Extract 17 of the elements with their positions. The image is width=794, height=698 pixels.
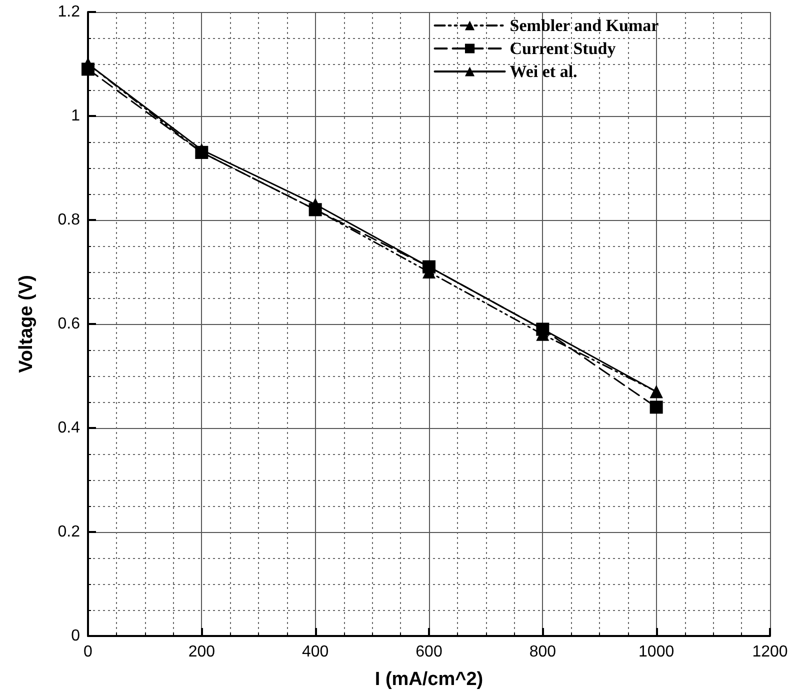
- y-tick-label: 0.6: [58, 316, 80, 332]
- x-tick-label: 1000: [638, 644, 674, 660]
- x-tick-label: 600: [416, 644, 442, 660]
- y-tick-label: 1.2: [58, 4, 80, 20]
- y-tick-label: 0.8: [58, 212, 80, 228]
- x-tick-label: 800: [529, 644, 556, 660]
- y-tick-label: 0: [71, 628, 80, 644]
- x-tick-label: 0: [84, 644, 93, 660]
- y-tick-label: 0.4: [58, 420, 80, 436]
- legend-label: Wei et al.: [510, 62, 578, 81]
- x-tick-label: 1200: [752, 644, 788, 660]
- y-tick-label: 0.2: [58, 524, 80, 540]
- x-axis-title: I (mA/cm^2): [374, 669, 484, 690]
- y-axis-title: Voltage (V): [16, 275, 37, 373]
- x-tick-label: 200: [188, 644, 216, 660]
- x-tick-label: 400: [302, 644, 329, 660]
- y-tick-label: 1: [71, 108, 80, 124]
